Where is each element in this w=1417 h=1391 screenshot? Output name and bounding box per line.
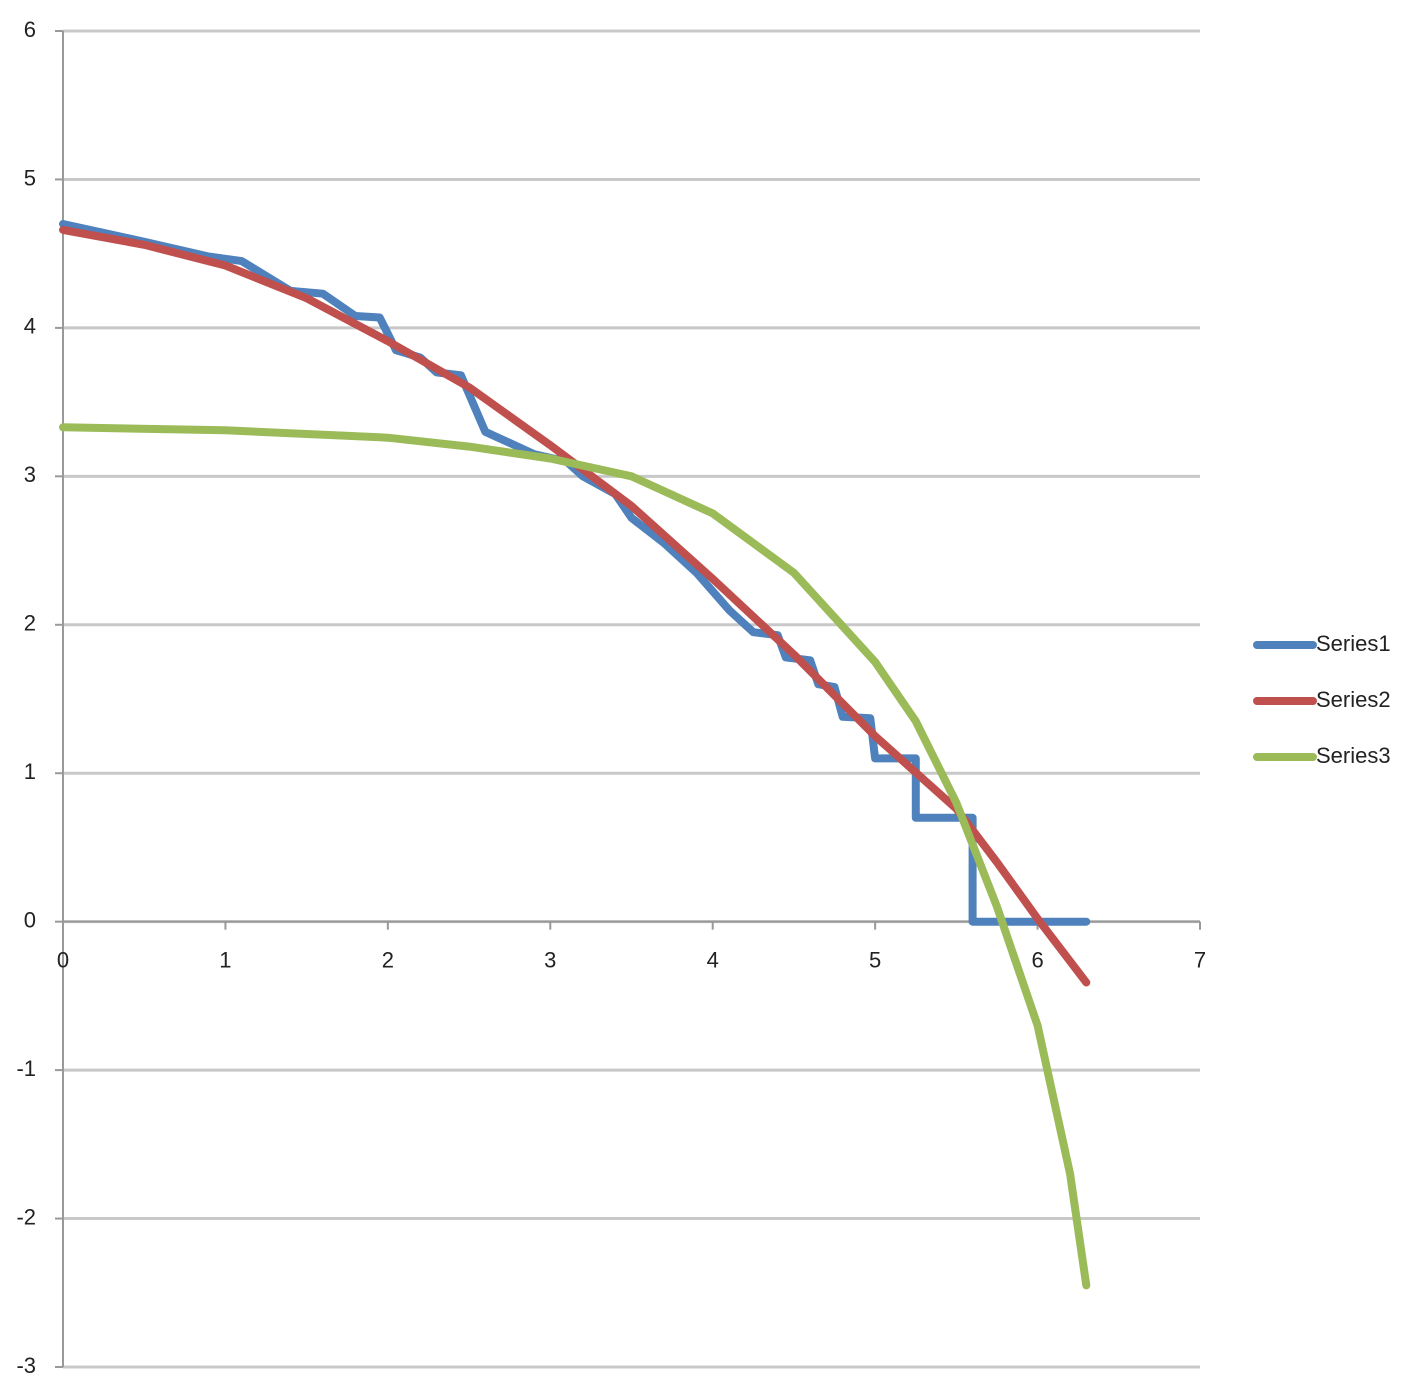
y-tick-label: 5 bbox=[24, 165, 36, 190]
legend-label: Series3 bbox=[1316, 743, 1391, 768]
legend-label: Series2 bbox=[1316, 687, 1391, 712]
legend-label: Series1 bbox=[1316, 631, 1391, 656]
x-tick-label: 6 bbox=[1031, 947, 1043, 972]
x-tick-label: 2 bbox=[382, 947, 394, 972]
x-tick-label: 5 bbox=[869, 947, 881, 972]
y-tick-label: 4 bbox=[24, 314, 36, 339]
y-tick-label: 3 bbox=[24, 462, 36, 487]
y-tick-label: -1 bbox=[16, 1056, 36, 1081]
y-tick-label: 0 bbox=[24, 907, 36, 932]
series-line bbox=[59, 225, 1091, 987]
y-tick-label: 2 bbox=[24, 611, 36, 636]
y-tick-label: -2 bbox=[16, 1204, 36, 1229]
y-tick-label: 1 bbox=[24, 759, 36, 784]
x-tick-label: 1 bbox=[219, 947, 231, 972]
series-line bbox=[59, 220, 1091, 926]
x-tick-label: 0 bbox=[57, 947, 69, 972]
x-tick-label: 4 bbox=[707, 947, 719, 972]
y-tick-label: -3 bbox=[16, 1353, 36, 1378]
y-tick-label: 6 bbox=[24, 17, 36, 42]
x-tick-label: 7 bbox=[1194, 947, 1206, 972]
series-line bbox=[59, 423, 1091, 1290]
x-tick-label: 3 bbox=[544, 947, 556, 972]
